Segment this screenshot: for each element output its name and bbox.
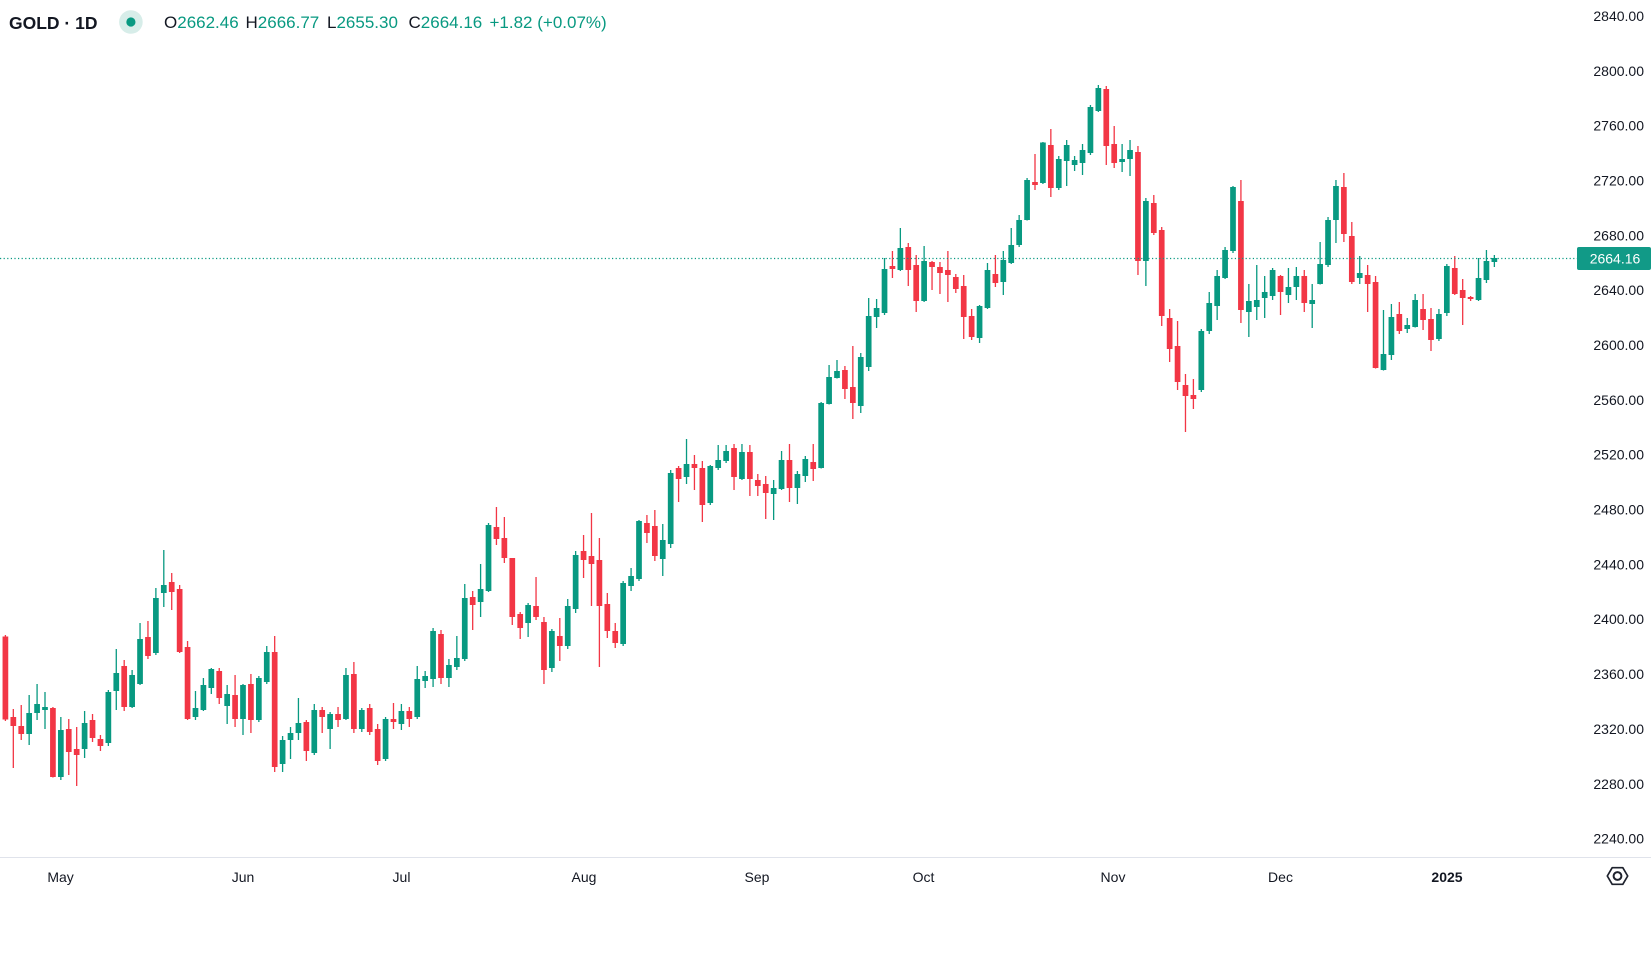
svg-text:2664.16: 2664.16 <box>1590 251 1641 267</box>
svg-text:2760.00: 2760.00 <box>1593 118 1644 134</box>
svg-text:Aug: Aug <box>572 869 597 885</box>
svg-text:H2666.77: H2666.77 <box>246 13 320 32</box>
svg-text:2560.00: 2560.00 <box>1593 392 1644 408</box>
svg-text:2520.00: 2520.00 <box>1593 447 1644 463</box>
svg-text:O2662.46: O2662.46 <box>164 13 239 32</box>
svg-text:L2655.30: L2655.30 <box>327 13 398 32</box>
svg-text:Sep: Sep <box>745 869 770 885</box>
svg-text:2280.00: 2280.00 <box>1593 776 1644 792</box>
svg-text:Nov: Nov <box>1101 869 1126 885</box>
svg-text:+1.82 (+0.07%): +1.82 (+0.07%) <box>490 13 607 32</box>
svg-text:2600.00: 2600.00 <box>1593 337 1644 353</box>
svg-text:2800.00: 2800.00 <box>1593 63 1644 79</box>
svg-text:2025: 2025 <box>1431 869 1462 885</box>
svg-text:C2664.16: C2664.16 <box>409 13 483 32</box>
svg-text:GOLD · 1D: GOLD · 1D <box>9 13 97 33</box>
svg-text:Dec: Dec <box>1268 869 1293 885</box>
svg-text:2240.00: 2240.00 <box>1593 831 1644 847</box>
svg-text:Oct: Oct <box>913 869 935 885</box>
svg-text:2400.00: 2400.00 <box>1593 611 1644 627</box>
svg-text:2840.00: 2840.00 <box>1593 8 1644 24</box>
svg-text:Jun: Jun <box>232 869 255 885</box>
svg-text:2440.00: 2440.00 <box>1593 556 1644 572</box>
svg-text:Jul: Jul <box>393 869 411 885</box>
svg-text:2680.00: 2680.00 <box>1593 227 1644 243</box>
svg-text:2640.00: 2640.00 <box>1593 282 1644 298</box>
svg-text:2360.00: 2360.00 <box>1593 666 1644 682</box>
svg-text:2480.00: 2480.00 <box>1593 502 1644 518</box>
svg-text:2320.00: 2320.00 <box>1593 721 1644 737</box>
svg-text:May: May <box>47 869 73 885</box>
svg-text:2720.00: 2720.00 <box>1593 173 1644 189</box>
